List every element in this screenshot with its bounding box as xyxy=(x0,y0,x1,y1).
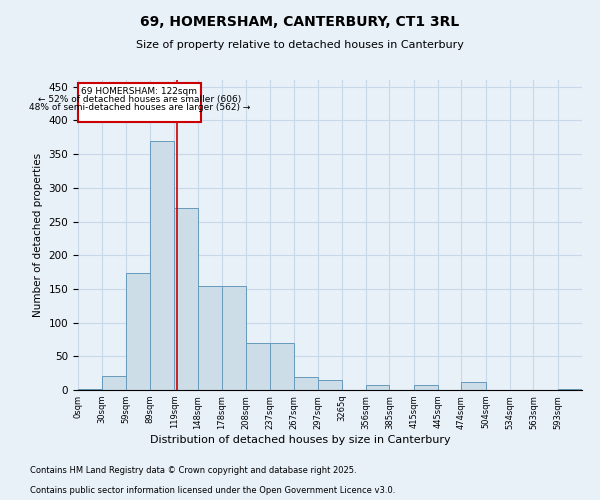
Bar xyxy=(102,376,126,390)
Bar xyxy=(198,286,222,390)
Bar xyxy=(461,382,486,390)
Bar xyxy=(558,388,582,390)
Text: Size of property relative to detached houses in Canterbury: Size of property relative to detached ho… xyxy=(136,40,464,50)
Y-axis label: Number of detached properties: Number of detached properties xyxy=(33,153,43,317)
Bar xyxy=(414,384,438,390)
Bar xyxy=(318,380,342,390)
Text: ← 52% of detached houses are smaller (606): ← 52% of detached houses are smaller (60… xyxy=(38,95,241,104)
Text: 69 HOMERSHAM: 122sqm: 69 HOMERSHAM: 122sqm xyxy=(82,86,197,96)
Bar xyxy=(294,376,318,390)
Text: Contains public sector information licensed under the Open Government Licence v3: Contains public sector information licen… xyxy=(30,486,395,495)
FancyBboxPatch shape xyxy=(78,82,201,122)
Bar xyxy=(246,343,270,390)
Bar xyxy=(174,208,198,390)
Text: Contains HM Land Registry data © Crown copyright and database right 2025.: Contains HM Land Registry data © Crown c… xyxy=(30,466,356,475)
Text: Distribution of detached houses by size in Canterbury: Distribution of detached houses by size … xyxy=(149,435,451,445)
Bar xyxy=(222,286,246,390)
Bar xyxy=(270,343,294,390)
Text: 48% of semi-detached houses are larger (562) →: 48% of semi-detached houses are larger (… xyxy=(29,103,250,112)
Bar xyxy=(366,384,389,390)
Bar xyxy=(150,140,174,390)
Text: 69, HOMERSHAM, CANTERBURY, CT1 3RL: 69, HOMERSHAM, CANTERBURY, CT1 3RL xyxy=(140,15,460,29)
Bar xyxy=(126,272,150,390)
